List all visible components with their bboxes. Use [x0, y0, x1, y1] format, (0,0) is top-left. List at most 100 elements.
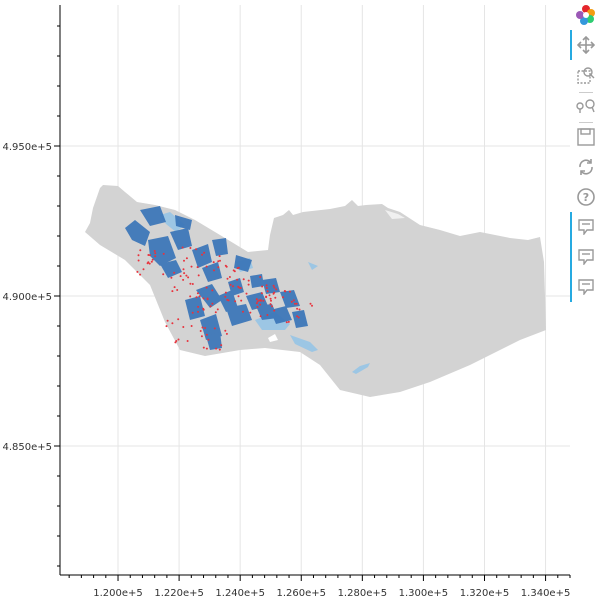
- point-marker: [298, 308, 301, 311]
- point-marker: [185, 257, 188, 260]
- parcel-block: [292, 310, 308, 328]
- point-marker: [288, 290, 291, 293]
- hover-icon[interactable]: [574, 245, 598, 269]
- point-marker: [213, 327, 216, 330]
- point-marker: [196, 266, 199, 269]
- save-icon[interactable]: [574, 125, 598, 149]
- point-marker: [296, 315, 299, 318]
- point-marker: [284, 290, 287, 293]
- point-marker: [154, 252, 157, 255]
- y-tick-label: 4.850e+5: [2, 442, 52, 453]
- active-indicator: [570, 30, 572, 60]
- region-notch: [268, 334, 278, 342]
- point-marker: [309, 302, 312, 305]
- x-tick-label: 1.300e+5: [399, 588, 449, 599]
- point-marker: [182, 278, 185, 281]
- point-marker: [237, 266, 240, 269]
- point-marker: [273, 309, 276, 312]
- parcel-block: [226, 304, 252, 326]
- point-marker: [232, 285, 234, 288]
- point-marker: [139, 273, 142, 276]
- parcel-block: [228, 278, 244, 296]
- point-marker: [202, 308, 205, 311]
- point-marker: [271, 305, 273, 308]
- point-marker: [205, 265, 208, 268]
- point-marker: [296, 307, 299, 310]
- x-tick-label: 1.220e+5: [154, 588, 204, 599]
- water-channel: [290, 335, 318, 352]
- point-marker: [247, 279, 250, 282]
- parcel-block: [140, 206, 166, 226]
- point-marker: [151, 258, 154, 261]
- point-marker: [146, 262, 149, 265]
- wheel-zoom-icon[interactable]: [574, 94, 598, 118]
- pan-icon[interactable]: [574, 33, 598, 57]
- point-marker: [273, 286, 276, 289]
- point-marker: [191, 283, 194, 285]
- help-icon[interactable]: ?: [574, 185, 598, 209]
- point-marker: [256, 306, 259, 308]
- point-marker: [142, 268, 145, 271]
- point-marker: [171, 290, 174, 293]
- point-marker: [285, 321, 288, 324]
- point-marker: [197, 310, 199, 313]
- point-marker: [179, 275, 182, 278]
- reset-icon[interactable]: [574, 155, 598, 179]
- point-marker: [212, 261, 215, 264]
- point-marker: [197, 274, 200, 277]
- water-channel: [352, 363, 370, 374]
- point-marker: [290, 300, 293, 303]
- point-marker: [282, 296, 284, 299]
- point-marker: [219, 259, 221, 262]
- box-zoom-icon[interactable]: [574, 63, 598, 87]
- point-marker: [195, 296, 198, 299]
- point-marker: [240, 299, 243, 302]
- point-marker: [173, 286, 176, 289]
- hover-icon[interactable]: [574, 215, 598, 239]
- point-marker: [218, 255, 221, 258]
- point-marker: [233, 270, 236, 273]
- point-marker: [217, 266, 220, 269]
- point-marker: [181, 246, 184, 249]
- point-marker: [262, 299, 265, 302]
- point-marker: [196, 292, 199, 295]
- point-marker: [136, 270, 139, 273]
- point-marker: [295, 302, 298, 305]
- parcels-layer: [125, 206, 308, 350]
- bokeh-logo-icon[interactable]: [574, 3, 598, 27]
- y-tick-label: 4.950e+5: [2, 142, 52, 153]
- point-marker: [269, 303, 272, 306]
- x-axis: 1.200e+5 1.220e+5 1.240e+5 1.260e+5 1.280e+5…: [60, 574, 571, 599]
- point-marker: [265, 284, 268, 287]
- point-marker: [205, 347, 208, 350]
- active-indicator: [570, 212, 572, 302]
- x-tick-label: 1.260e+5: [276, 588, 326, 599]
- point-marker: [255, 298, 258, 301]
- point-marker: [260, 299, 262, 302]
- x-tick-label: 1.200e+5: [93, 588, 143, 599]
- point-marker: [211, 289, 214, 292]
- point-marker: [228, 276, 231, 278]
- point-marker: [293, 302, 296, 305]
- hover-icon[interactable]: [574, 275, 598, 299]
- point-marker: [269, 297, 272, 300]
- point-marker: [170, 276, 173, 279]
- point-marker: [162, 273, 165, 276]
- point-marker: [202, 346, 205, 349]
- point-marker: [272, 284, 275, 287]
- point-marker: [173, 271, 176, 274]
- point-marker: [198, 295, 201, 298]
- point-marker: [171, 322, 174, 325]
- point-marker: [197, 305, 200, 308]
- point-marker: [202, 297, 205, 300]
- point-marker: [165, 325, 168, 328]
- parcel-block: [192, 244, 212, 268]
- point-marker: [205, 286, 208, 289]
- parcel-block: [170, 228, 192, 250]
- x-tick-label: 1.320e+5: [460, 588, 510, 599]
- point-marker: [177, 338, 180, 341]
- svg-text:?: ?: [583, 191, 589, 204]
- point-marker: [162, 252, 165, 255]
- point-marker: [237, 285, 240, 288]
